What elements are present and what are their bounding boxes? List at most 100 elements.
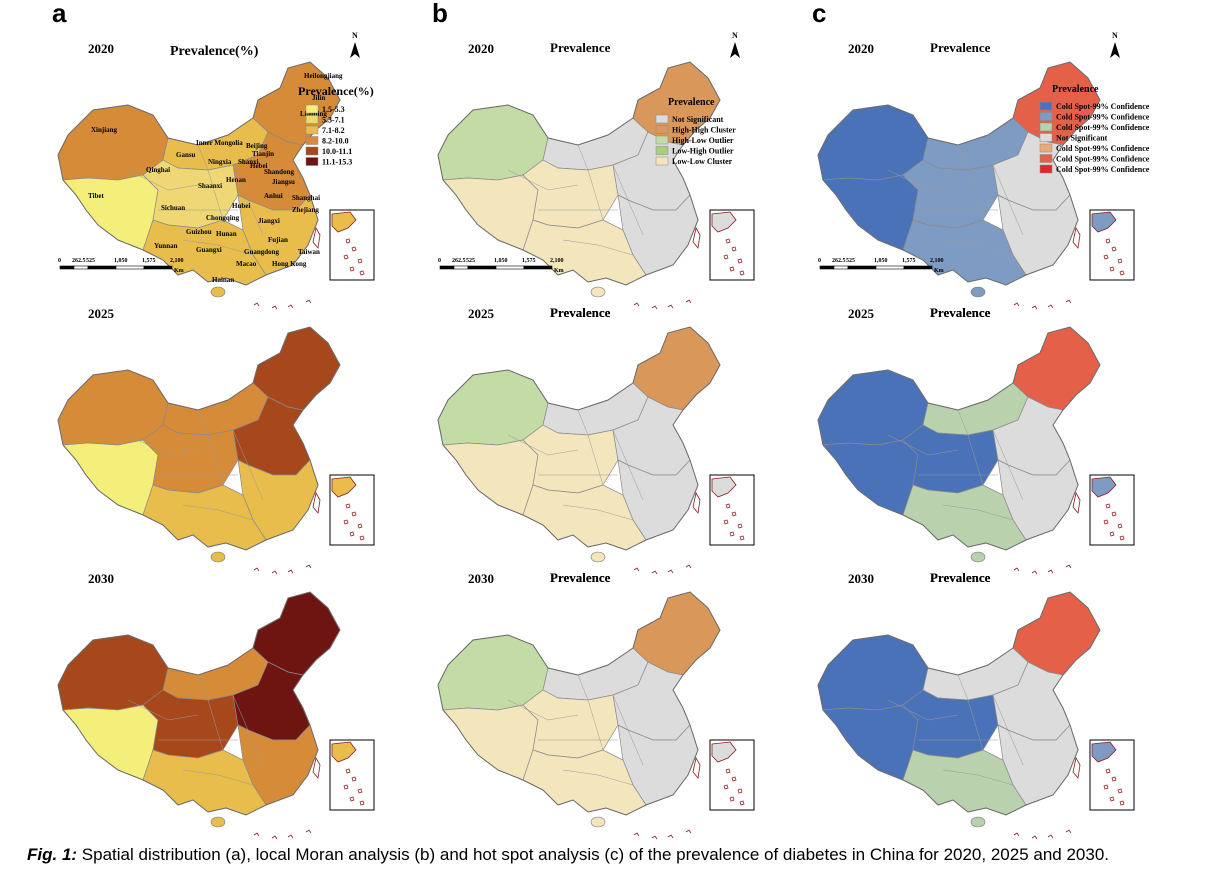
- hainan-island: [210, 816, 226, 828]
- scale-tick: 1,050: [494, 258, 508, 264]
- scale-tick: 0: [438, 258, 441, 264]
- scale-segment: [495, 265, 525, 270]
- island-mark: [651, 305, 658, 310]
- legend-swatch: [305, 146, 319, 156]
- inset-mainland: [711, 741, 737, 763]
- inset-island: [1103, 519, 1109, 525]
- inset-island: [343, 519, 349, 525]
- year-label: 2025: [468, 306, 495, 321]
- inset-island: [731, 246, 737, 252]
- legend-label: 5.3-7.1: [322, 116, 345, 125]
- province-label: Liaoning: [300, 110, 327, 118]
- inset-map: [329, 209, 375, 281]
- island-mark: [287, 834, 294, 839]
- scale-tick: 525: [86, 258, 95, 264]
- scale-tick: 1,575: [522, 258, 536, 264]
- panel-letter-a: a: [52, 0, 67, 28]
- province-boundary: [957, 144, 984, 221]
- province-boundary: [197, 144, 224, 221]
- inset-island: [1111, 246, 1117, 252]
- inset-island: [1117, 788, 1123, 794]
- inset-map: [1089, 739, 1135, 811]
- province-label: Shandong: [264, 168, 294, 176]
- scale-tick: 0: [58, 258, 61, 264]
- province-boundary: [612, 164, 644, 236]
- scale-tick: 262.5: [832, 258, 846, 264]
- inset-island: [349, 266, 355, 272]
- inset-island: [737, 788, 743, 794]
- scale-segment: [819, 265, 835, 270]
- taiwan-outline: [692, 226, 701, 249]
- scale-bar: 0 262.5 525 1,050 1,575 2,100 Km: [818, 258, 944, 274]
- province-label: Hubei: [232, 202, 250, 210]
- legend-title: Prevalence: [668, 97, 715, 108]
- inset-mainland: [331, 741, 357, 763]
- island-mark: [1065, 829, 1072, 834]
- legend-swatch: [305, 115, 319, 124]
- province-label: Fujian: [268, 236, 288, 244]
- inset-island: [725, 238, 731, 244]
- region-center: [902, 689, 999, 759]
- svg-text:N: N: [1112, 31, 1118, 40]
- legend-swatch: [655, 146, 669, 155]
- china-map: [437, 326, 721, 575]
- province-label: Hainan: [212, 276, 234, 284]
- province-label: Chongqing: [206, 214, 240, 222]
- scale-tick: 262.5: [452, 258, 466, 264]
- province-label: Guangxi: [196, 246, 222, 254]
- legend-label: 1.5-5.3: [322, 105, 345, 114]
- legend-swatch: [655, 135, 669, 145]
- scale-segment: [847, 265, 877, 270]
- svg-text:N: N: [352, 31, 358, 40]
- province-label: Sichuan: [161, 204, 185, 212]
- map-grid: a 2020 Prevalence(%) N Heilongjiang Jilin Liao…: [52, 0, 1150, 840]
- taiwan-outline: [692, 491, 701, 514]
- scale-unit: Km: [934, 268, 944, 274]
- inset-island: [351, 511, 357, 517]
- province-label: Hunan: [216, 230, 237, 238]
- island-mark: [1047, 569, 1054, 574]
- scale-segment: [903, 265, 933, 270]
- year-label: 2020: [88, 41, 114, 56]
- island-mark: [1047, 304, 1054, 309]
- region-center: [902, 159, 999, 229]
- map-title: Prevalence(%): [170, 44, 259, 59]
- legend-swatch: [1039, 101, 1053, 111]
- inset-island: [729, 266, 735, 272]
- island-mark: [287, 569, 294, 574]
- hainan-island: [970, 816, 986, 828]
- panel_b-legend: Prevalence Not Significant High-High Clust…: [655, 97, 736, 166]
- north-arrow-icon: N: [350, 31, 360, 58]
- island-mark: [1031, 570, 1038, 575]
- legend-swatch: [305, 136, 319, 145]
- inset-island: [349, 531, 355, 537]
- legend-label: Not Significant: [1056, 134, 1108, 143]
- island-mark: [667, 834, 674, 839]
- province-boundary: [577, 144, 604, 221]
- panel_a-map-2020: 2020 Prevalence(%) N Heilongjiang Jilin Liaon…: [57, 31, 375, 310]
- scale-segment: [467, 265, 497, 270]
- scale-segment: [523, 265, 553, 270]
- province-boundary: [612, 429, 644, 501]
- province-label: Macao: [236, 260, 257, 268]
- island-mark: [271, 835, 278, 840]
- inset-island: [357, 788, 363, 794]
- map-title: Prevalence: [930, 305, 991, 320]
- inset-island: [739, 270, 745, 276]
- island-mark: [667, 569, 674, 574]
- year-label: 2025: [848, 306, 875, 321]
- province-boundary: [942, 504, 1014, 521]
- province-boundary: [992, 694, 1024, 766]
- china-map: Heilongjiang Jilin Liaoning Xinjiang Inner M…: [57, 61, 343, 310]
- scale-segment: [73, 265, 89, 270]
- region-center: [142, 689, 239, 759]
- province-label: Hebei: [250, 162, 268, 170]
- island-mark: [633, 302, 640, 307]
- panel_a-legend: Prevalence(%) 1.5-5.3 5.3-7.17.1-8.2 8.2-10…: [298, 84, 374, 167]
- inset-island: [351, 776, 357, 782]
- province-boundary: [197, 409, 224, 486]
- region-tibet: [62, 439, 159, 516]
- province-boundary: [197, 674, 224, 751]
- hainan-island: [590, 286, 606, 298]
